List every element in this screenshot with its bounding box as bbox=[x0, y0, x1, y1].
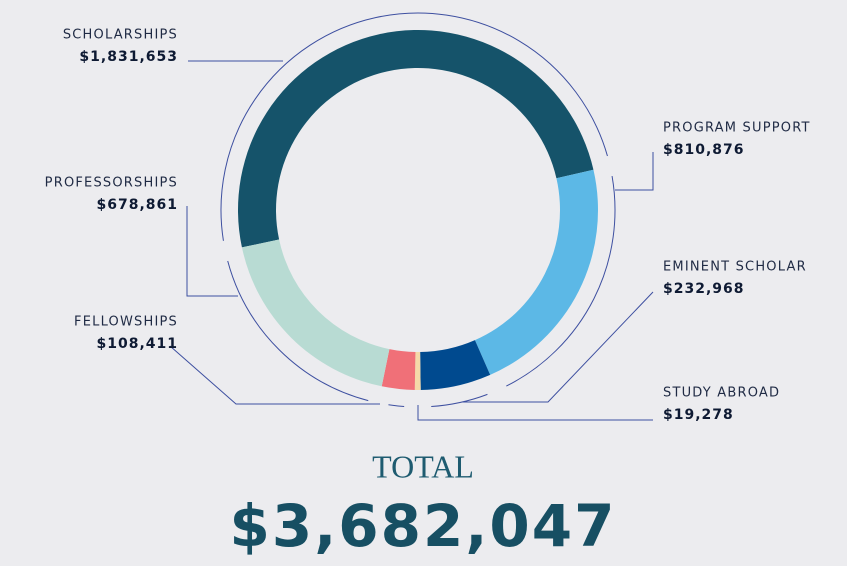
donut-segment bbox=[420, 340, 491, 390]
category-label: SCHOLARSHIPS bbox=[63, 28, 178, 43]
category-label: STUDY ABROAD bbox=[663, 386, 780, 401]
total-value: $3,682,047 bbox=[230, 492, 617, 560]
outer-ring bbox=[506, 175, 616, 387]
outer-ring bbox=[227, 260, 369, 402]
value-label: $108,411 bbox=[96, 336, 178, 352]
value-label: $1,831,653 bbox=[79, 49, 178, 65]
outer-ring bbox=[388, 404, 405, 408]
leader-line bbox=[186, 206, 238, 297]
category-label: PROFESSORSHIPS bbox=[45, 176, 178, 191]
value-label: $19,278 bbox=[663, 407, 734, 423]
outer-ring bbox=[220, 12, 608, 241]
outer-ring bbox=[431, 393, 488, 408]
donut-segment bbox=[381, 349, 416, 390]
value-label: $678,861 bbox=[96, 197, 178, 213]
leader-line bbox=[615, 152, 654, 191]
donut-segment bbox=[241, 239, 390, 387]
value-label: $810,876 bbox=[663, 142, 745, 158]
donut-segment bbox=[474, 169, 599, 375]
category-label: PROGRAM SUPPORT bbox=[663, 121, 811, 136]
leader-line bbox=[417, 405, 653, 421]
total-title: TOTAL bbox=[372, 448, 474, 484]
donut-segment bbox=[414, 351, 421, 390]
category-label: EMINENT SCHOLAR bbox=[663, 260, 807, 275]
category-label: FELLOWSHIPS bbox=[74, 315, 178, 330]
leader-line bbox=[169, 345, 380, 405]
donut-segment bbox=[237, 29, 594, 248]
value-label: $232,968 bbox=[663, 281, 745, 297]
leader-line bbox=[462, 291, 654, 403]
